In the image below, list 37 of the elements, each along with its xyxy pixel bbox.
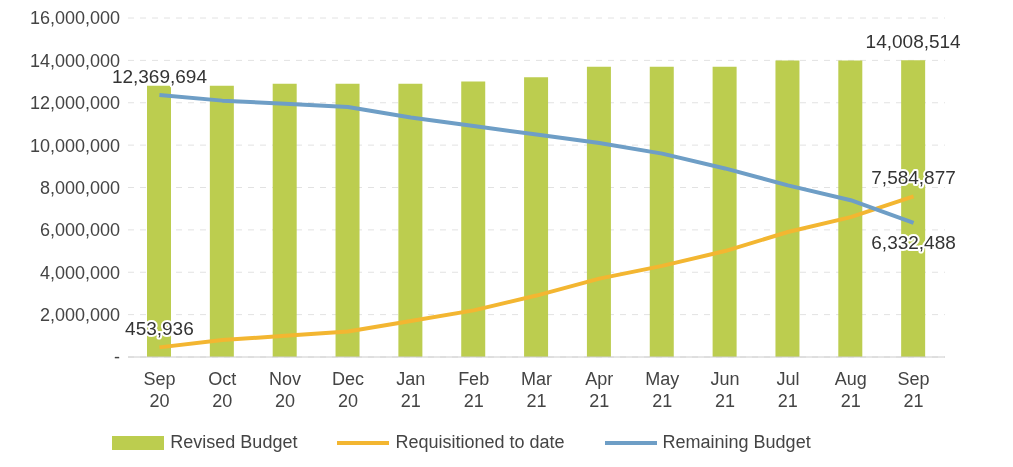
- x-tick-label: Jun 21: [710, 369, 740, 411]
- y-tick-label: 16,000,000: [29, 8, 120, 29]
- x-tick-label: Jan 21: [396, 369, 426, 411]
- bar: [586, 66, 611, 357]
- legend-label: Revised Budget: [169, 432, 298, 453]
- x-tick-label: Nov 20: [269, 369, 302, 411]
- y-tick-label: 2,000,000: [39, 305, 120, 326]
- x-tick-label: Oct 20: [208, 369, 237, 411]
- bar: [775, 60, 800, 357]
- bar: [398, 83, 423, 357]
- x-tick-label: Feb 21: [458, 369, 490, 411]
- bar: [838, 60, 863, 357]
- bar: [461, 81, 486, 357]
- x-tick-label: Sep 20: [143, 369, 176, 411]
- y-tick-label: 6,000,000: [39, 220, 120, 241]
- x-tick-label: Dec 20: [331, 369, 364, 411]
- bar: [272, 83, 297, 357]
- y-tick-label: 8,000,000: [39, 177, 120, 198]
- y-tick-label: 14,000,000: [29, 50, 120, 71]
- legend-label: Requisitioned to date: [394, 432, 565, 453]
- bar: [649, 66, 674, 357]
- x-tick-label: May 21: [645, 369, 680, 411]
- bar: [524, 77, 549, 357]
- y-tick-label: -: [114, 347, 120, 368]
- bar: [209, 85, 234, 357]
- x-tick-label: Aug 21: [834, 369, 867, 411]
- y-tick-label: 10,000,000: [29, 135, 120, 156]
- x-tick-label: Apr 21: [585, 369, 614, 411]
- x-tick-label: Jul 21: [776, 369, 800, 411]
- y-tick-label: 12,000,000: [29, 93, 120, 114]
- y-tick-label: 4,000,000: [39, 262, 120, 283]
- x-tick-label: Mar 21: [521, 369, 552, 411]
- x-tick-label: Sep 21: [897, 369, 930, 411]
- legend-label: Remaining Budget: [661, 432, 811, 453]
- data-label: 14,008,514: [865, 31, 962, 53]
- bar: [712, 66, 737, 357]
- bar: [335, 83, 360, 357]
